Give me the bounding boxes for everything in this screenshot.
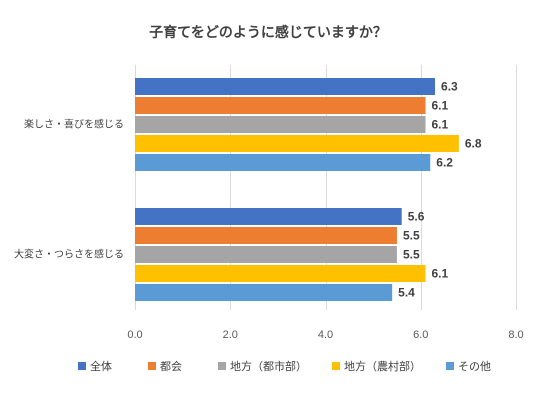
bar bbox=[135, 284, 393, 301]
legend-entry: 全体 bbox=[90, 359, 112, 373]
data-label: 5.5 bbox=[403, 229, 420, 243]
legend: 全体 都会 地方（都市部） 地方（農村部） その他 bbox=[78, 359, 491, 373]
legend-entry: その他 bbox=[458, 360, 491, 373]
x-tick-label: 0.0 bbox=[127, 329, 142, 341]
data-label: 6.1 bbox=[432, 99, 449, 113]
data-label: 5.4 bbox=[398, 286, 415, 300]
legend-swatch bbox=[446, 362, 454, 370]
bar bbox=[135, 208, 402, 225]
bar bbox=[135, 227, 397, 244]
data-label: 5.5 bbox=[403, 248, 420, 262]
legend-entry: 地方（都市部） bbox=[230, 359, 307, 373]
data-label: 5.6 bbox=[408, 210, 425, 224]
data-labels: 6.3 6.1 6.1 6.8 6.2 5.6 5.5 5.5 6.1 5.4 bbox=[398, 80, 482, 300]
bars bbox=[135, 78, 459, 301]
x-tick-label: 6.0 bbox=[413, 329, 428, 341]
x-tick-labels: 0.0 2.0 4.0 6.0 8.0 bbox=[127, 329, 523, 341]
legend-swatch bbox=[78, 362, 86, 370]
chart-title: 子育てをどのように感じていますか？ bbox=[149, 24, 387, 41]
data-label: 6.2 bbox=[436, 156, 453, 170]
x-tick-label: 2.0 bbox=[223, 329, 238, 341]
data-label: 6.8 bbox=[465, 137, 482, 151]
legend-swatch bbox=[218, 362, 226, 370]
data-label: 6.3 bbox=[441, 80, 458, 94]
bar bbox=[135, 265, 426, 282]
legend-entry: 都会 bbox=[160, 360, 182, 373]
bar bbox=[135, 154, 431, 171]
bar bbox=[135, 78, 436, 95]
legend-swatch bbox=[148, 362, 156, 370]
category-label: 楽しさ・喜びを感じる bbox=[24, 118, 124, 131]
data-label: 6.1 bbox=[432, 118, 449, 132]
data-label: 6.1 bbox=[432, 267, 449, 281]
bar bbox=[135, 135, 459, 152]
legend-swatch bbox=[332, 362, 340, 370]
x-tick-label: 4.0 bbox=[318, 329, 333, 341]
bar bbox=[135, 97, 426, 114]
category-label: 大変さ・つらさを感じる bbox=[14, 248, 124, 261]
bar bbox=[135, 246, 397, 263]
bar bbox=[135, 116, 426, 133]
x-tick-label: 8.0 bbox=[508, 329, 523, 341]
legend-entry: 地方（農村部） bbox=[344, 359, 421, 373]
